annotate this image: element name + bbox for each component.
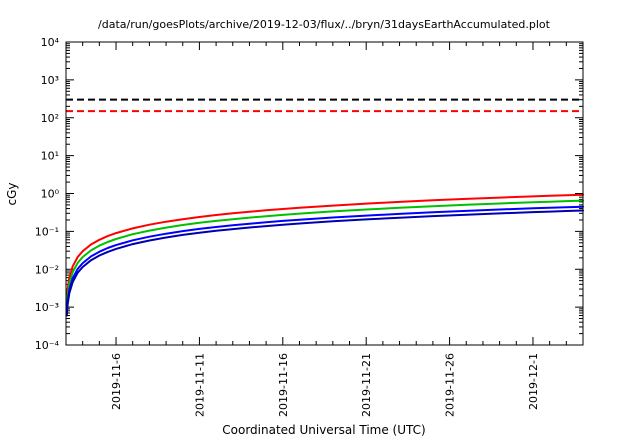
y-tick-label: 10¹ — [41, 150, 59, 163]
y-tick-label: 10² — [41, 112, 59, 125]
series-line-navy — [65, 209, 584, 317]
series-line-blue — [65, 205, 584, 314]
y-tick-label: 10⁰ — [41, 188, 60, 201]
plot-border — [65, 41, 584, 346]
x-axis-label: Coordinated Universal Time (UTC) — [222, 423, 425, 437]
x-tick-label: 2019-11-6 — [110, 353, 123, 410]
series-line-red — [65, 193, 584, 302]
y-tick-label: 10⁻² — [35, 263, 59, 276]
plot-dynamic-content: 10⁻⁴ 10⁻³ 10⁻² 10⁻¹ 10⁰ 10¹ 10² 10³ 10⁴ 2019-11-6… — [35, 36, 584, 417]
y-tick-label: 10⁴ — [41, 36, 60, 49]
y-tick-label: 10⁻¹ — [35, 225, 59, 238]
series-line-green — [65, 199, 584, 307]
x-tick-label: 2019-11-11 — [193, 353, 206, 417]
x-tick-label: 2019-12-1 — [527, 353, 540, 410]
x-tick-label: 2019-11-26 — [444, 353, 457, 417]
x-tick-label: 2019-11-16 — [277, 353, 290, 417]
y-tick-label: 10⁻³ — [35, 301, 59, 314]
y-axis-label: cGy — [5, 183, 19, 206]
x-tick-label: 2019-11-21 — [360, 353, 373, 417]
y-tick-label: 10⁻⁴ — [35, 339, 60, 352]
y-tick-label: 10³ — [41, 74, 59, 87]
chart-title: /data/run/goesPlots/archive/2019-12-03/f… — [98, 18, 551, 31]
